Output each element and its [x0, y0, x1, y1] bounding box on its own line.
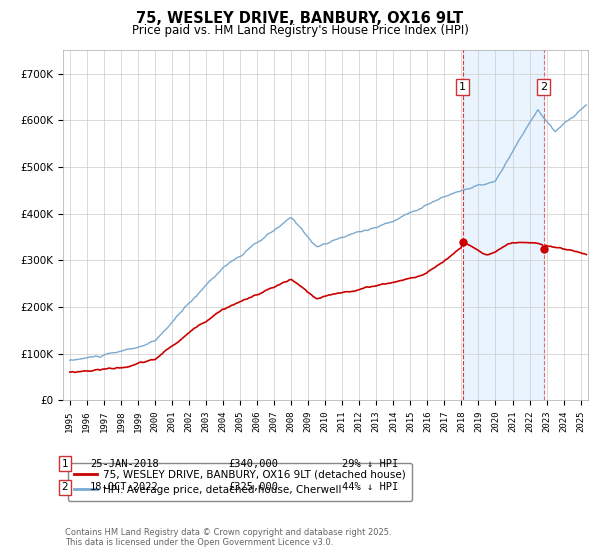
- Text: Price paid vs. HM Land Registry's House Price Index (HPI): Price paid vs. HM Land Registry's House …: [131, 24, 469, 36]
- Text: 75, WESLEY DRIVE, BANBURY, OX16 9LT: 75, WESLEY DRIVE, BANBURY, OX16 9LT: [136, 11, 464, 26]
- Text: 18-OCT-2022: 18-OCT-2022: [90, 482, 159, 492]
- Bar: [463, 50, 544, 400]
- Text: £325,000: £325,000: [228, 482, 278, 492]
- Text: Contains HM Land Registry data © Crown copyright and database right 2025.
This d: Contains HM Land Registry data © Crown c…: [65, 528, 391, 547]
- Text: £340,000: £340,000: [228, 459, 278, 469]
- Text: 1: 1: [61, 459, 68, 469]
- Text: 44% ↓ HPI: 44% ↓ HPI: [342, 482, 398, 492]
- Text: 2: 2: [61, 482, 68, 492]
- Text: 29% ↓ HPI: 29% ↓ HPI: [342, 459, 398, 469]
- Text: 2: 2: [540, 82, 547, 92]
- Text: 25-JAN-2018: 25-JAN-2018: [90, 459, 159, 469]
- Legend: 75, WESLEY DRIVE, BANBURY, OX16 9LT (detached house), HPI: Average price, detach: 75, WESLEY DRIVE, BANBURY, OX16 9LT (det…: [68, 463, 412, 501]
- Text: 1: 1: [459, 82, 466, 92]
